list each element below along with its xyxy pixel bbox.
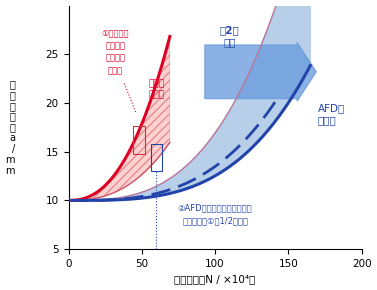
Text: ①一般鋼の: ①一般鋼の	[102, 28, 129, 37]
Y-axis label: き
裂
長
さ
，
a
/
m
m: き 裂 長 さ ， a / m m	[6, 79, 15, 175]
Text: （目標値，①の1/2以下）: （目標値，①の1/2以下）	[182, 216, 248, 225]
Text: 約2倍: 約2倍	[220, 25, 240, 35]
Text: 疲労き裂: 疲労き裂	[106, 41, 126, 50]
Text: AFD鋼: AFD鋼	[318, 103, 345, 113]
X-axis label: 繰返し数，N / ×10⁴回: 繰返し数，N / ×10⁴回	[175, 274, 256, 284]
Bar	[133, 126, 145, 154]
Text: 一般鋼: 一般鋼	[149, 79, 164, 88]
Text: の分布: の分布	[318, 115, 336, 126]
Bar	[151, 144, 162, 171]
Text: 改善: 改善	[224, 38, 236, 48]
Text: ②AFD鋼の疲労き裂伝播速度: ②AFD鋼の疲労き裂伝播速度	[178, 204, 253, 213]
FancyArrow shape	[205, 43, 316, 101]
Text: の分布: の分布	[149, 91, 164, 100]
Text: 伝播速度: 伝播速度	[106, 54, 126, 63]
Text: の上限: の上限	[108, 66, 123, 75]
